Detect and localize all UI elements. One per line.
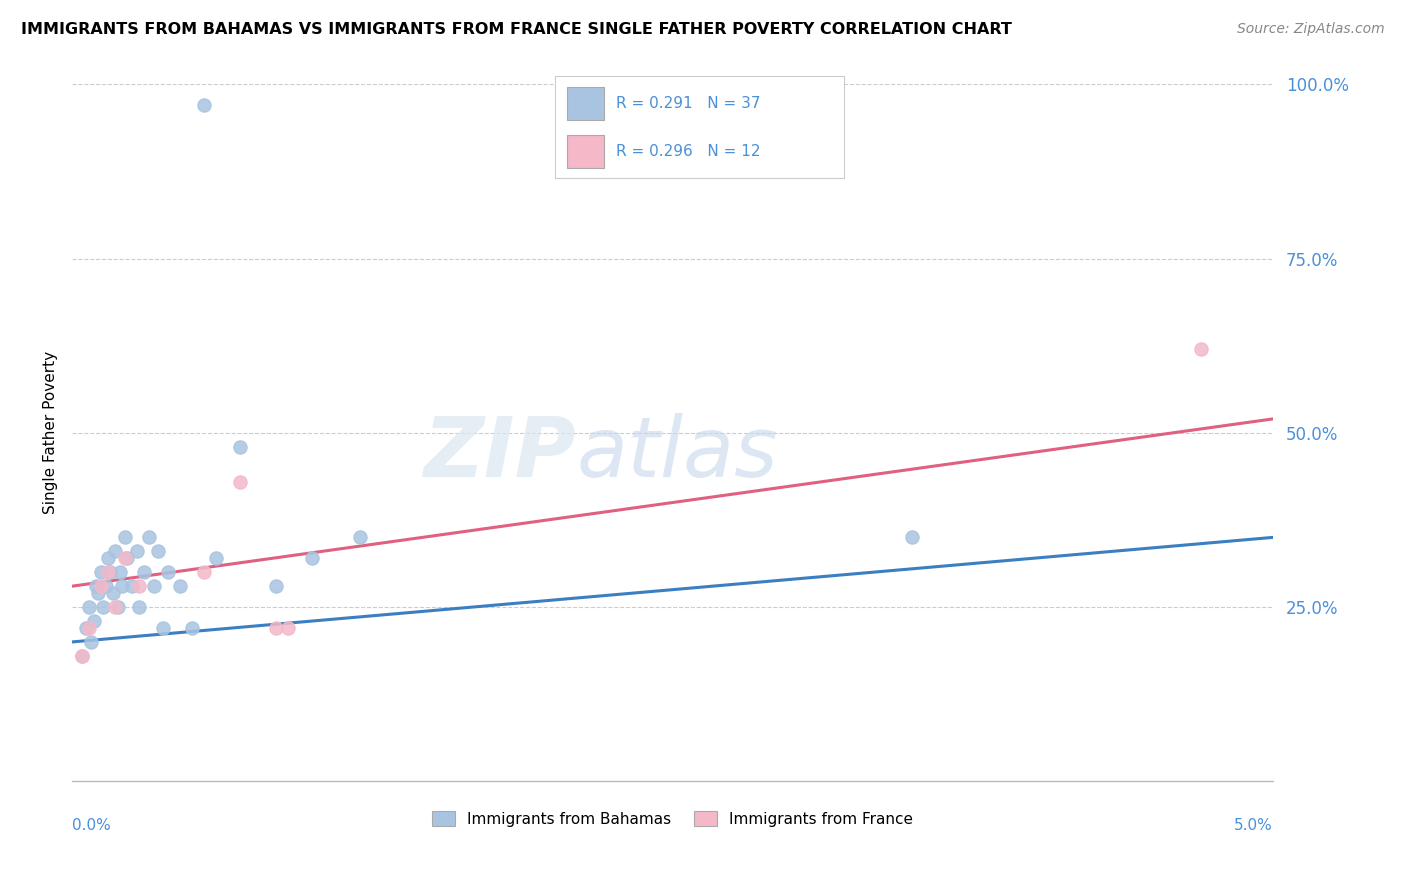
Y-axis label: Single Father Poverty: Single Father Poverty: [44, 351, 58, 515]
Point: [169, 579, 191, 593]
Point: [205, 551, 228, 566]
Point: [128, 579, 150, 593]
Point: [901, 530, 924, 544]
Text: R = 0.291   N = 37: R = 0.291 N = 37: [616, 96, 761, 111]
Legend: Immigrants from Bahamas, Immigrants from France: Immigrants from Bahamas, Immigrants from…: [426, 805, 920, 833]
Point: [70, 648, 93, 663]
Point: [75, 621, 97, 635]
Point: [181, 621, 204, 635]
Point: [142, 579, 165, 593]
Point: [148, 544, 170, 558]
Text: 5.0%: 5.0%: [1234, 818, 1272, 833]
Point: [264, 579, 287, 593]
Point: [115, 551, 138, 566]
Point: [132, 566, 155, 580]
Point: [121, 579, 143, 593]
Point: [114, 530, 136, 544]
Point: [277, 621, 299, 635]
Point: [193, 566, 215, 580]
FancyBboxPatch shape: [567, 87, 605, 120]
Point: [125, 544, 148, 558]
Point: [91, 600, 114, 615]
Point: [1189, 343, 1212, 357]
Text: IMMIGRANTS FROM BAHAMAS VS IMMIGRANTS FROM FRANCE SINGLE FATHER POVERTY CORRELAT: IMMIGRANTS FROM BAHAMAS VS IMMIGRANTS FR…: [21, 22, 1012, 37]
Point: [83, 614, 105, 628]
Text: atlas: atlas: [576, 413, 778, 494]
Point: [90, 566, 112, 580]
Point: [229, 475, 252, 489]
FancyBboxPatch shape: [567, 136, 605, 168]
Point: [97, 566, 120, 580]
Point: [128, 600, 150, 615]
Point: [84, 579, 107, 593]
Point: [107, 600, 129, 615]
Text: 0.0%: 0.0%: [72, 818, 111, 833]
Point: [70, 648, 93, 663]
Point: [104, 544, 127, 558]
Point: [101, 586, 124, 600]
Text: Source: ZipAtlas.com: Source: ZipAtlas.com: [1237, 22, 1385, 37]
Point: [229, 440, 252, 454]
Point: [104, 600, 127, 615]
Point: [138, 530, 160, 544]
Point: [77, 600, 100, 615]
Point: [80, 635, 103, 649]
Point: [152, 621, 174, 635]
Point: [100, 566, 122, 580]
Point: [97, 551, 120, 566]
Text: R = 0.296   N = 12: R = 0.296 N = 12: [616, 145, 761, 160]
Point: [94, 579, 117, 593]
Point: [111, 579, 134, 593]
Point: [193, 98, 215, 112]
Point: [108, 566, 131, 580]
Point: [264, 621, 287, 635]
Point: [157, 566, 180, 580]
Point: [77, 621, 100, 635]
Point: [349, 530, 371, 544]
Point: [87, 586, 110, 600]
Point: [90, 579, 112, 593]
Point: [301, 551, 323, 566]
Point: [114, 551, 136, 566]
Text: ZIP: ZIP: [423, 413, 576, 494]
